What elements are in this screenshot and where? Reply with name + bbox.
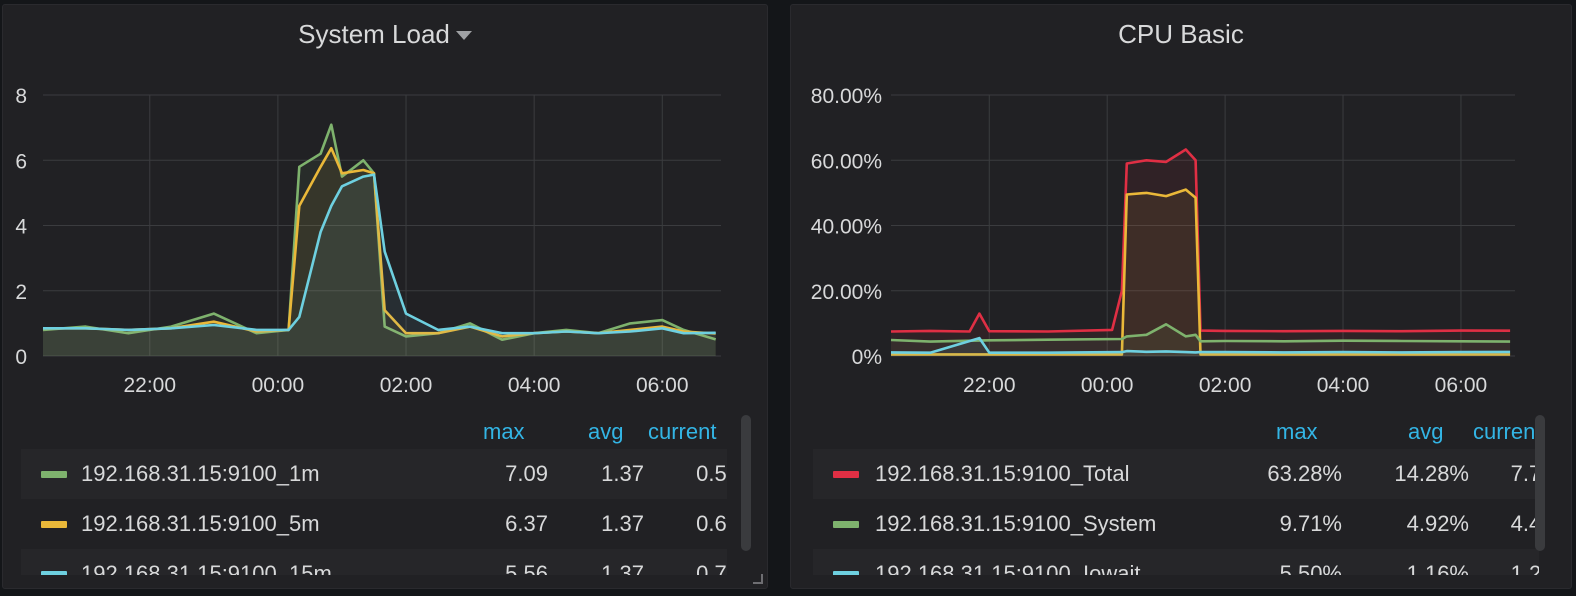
series-line[interactable]	[43, 173, 716, 335]
x-tick-label: 04:00	[1317, 374, 1370, 397]
legend-row[interactable]: 192.168.31.15:9100_System 9.71% 4.92% 4.41%	[813, 499, 1539, 549]
legend-header: max avg current	[813, 413, 1539, 447]
series-color-swatch[interactable]	[833, 471, 859, 478]
series-line[interactable]	[890, 148, 1511, 333]
legend-value-avg: 1.37	[601, 511, 644, 536]
chevron-down-icon[interactable]	[455, 30, 472, 40]
legend-row[interactable]: 192.168.31.15:9100_1m 7.09 1.37 0.51	[21, 449, 727, 499]
x-tick-label: 22:00	[123, 374, 176, 397]
legend-value-current: 1.25%	[1510, 561, 1539, 575]
legend-value-current: 7.77%	[1510, 461, 1539, 486]
y-tick-label: 0%	[852, 346, 882, 369]
series-color-swatch[interactable]	[41, 521, 67, 528]
y-tick-label: 60.00%	[811, 150, 882, 173]
legend-row[interactable]: 192.168.31.15:9100_15m 5.56 1.37 0.71	[21, 549, 727, 575]
series-color-swatch[interactable]	[41, 571, 67, 575]
series-color-swatch[interactable]	[41, 471, 67, 478]
series-area	[891, 324, 1511, 356]
series-area	[43, 174, 716, 356]
panel-title-text[interactable]: CPU Basic	[1118, 19, 1244, 49]
y-tick-label: 8	[15, 85, 27, 108]
x-tick-label: 00:00	[1081, 374, 1134, 397]
legend-header-avg[interactable]: avg	[588, 419, 624, 444]
legend-series-name[interactable]: 192.168.31.15:9100_1m	[81, 461, 320, 486]
legend-value-max: 7.09	[505, 461, 548, 486]
x-tick-label: 02:00	[1199, 374, 1252, 397]
y-tick-label: 20.00%	[811, 281, 882, 304]
cpu-basic-panel: CPU Basic 0% 20.00% 40.00% 60.00% 80.00% 22:0…	[790, 4, 1572, 589]
x-tick-label: 22:00	[963, 374, 1016, 397]
panel-title[interactable]: CPU Basic	[791, 17, 1571, 51]
legend-row[interactable]: 192.168.31.15:9100_Total 63.28% 14.28% 7.77…	[813, 449, 1539, 499]
legend-row[interactable]: 192.168.31.15:9100_Iowait 5.50% 1.16% 1.25%	[813, 549, 1539, 575]
legend-value-avg: 1.37	[601, 561, 644, 575]
x-tick-label: 04:00	[508, 374, 561, 397]
system-load-graph[interactable]: 0 2 4 6 8 22:00 00:00 02:00 04:00 06:00	[3, 5, 767, 405]
legend-series-name[interactable]: 192.168.31.15:9100_15m	[81, 561, 332, 575]
legend-header: max avg current	[21, 413, 727, 447]
y-tick-label: 2	[15, 281, 27, 304]
legend-series-name[interactable]: 192.168.31.15:9100_Total	[875, 461, 1130, 486]
x-tick-label: 06:00	[1435, 374, 1488, 397]
legend-value-max: 5.50%	[1279, 561, 1342, 575]
legend-header-max[interactable]: max	[1276, 419, 1318, 444]
system-load-panel: System Load 0 2 4 6 8 22:00 00:00 02:00 04:00 06:…	[2, 4, 768, 589]
legend-value-avg: 4.92%	[1406, 511, 1469, 536]
series-area	[891, 149, 1511, 356]
legend-scrollbar[interactable]	[1535, 415, 1545, 551]
legend-value-max: 5.56	[505, 561, 548, 575]
y-tick-label: 6	[15, 150, 27, 173]
y-tick-label: 0	[15, 346, 27, 369]
legend-row[interactable]: 192.168.31.15:9100_5m 6.37 1.37 0.69	[21, 499, 727, 549]
legend-value-current: 0.69	[696, 511, 727, 536]
legend-header-avg[interactable]: avg	[1408, 419, 1444, 444]
legend-value-current: 4.41%	[1510, 511, 1539, 536]
series-line[interactable]	[890, 336, 1511, 354]
series-area	[43, 124, 716, 356]
legend-series-name[interactable]: 192.168.31.15:9100_Iowait	[875, 561, 1141, 575]
legend-table: max avg current 192.168.31.15:9100_1m 7.0…	[21, 413, 727, 575]
y-tick-label: 40.00%	[811, 216, 882, 239]
legend-value-current: 0.71	[696, 561, 727, 575]
x-tick-label: 06:00	[636, 374, 689, 397]
legend-value-max: 6.37	[505, 511, 548, 536]
legend-header-current[interactable]: current	[1473, 419, 1539, 444]
legend-value-max: 9.71%	[1279, 511, 1342, 536]
panel-title[interactable]: System Load	[3, 17, 767, 51]
series-color-swatch[interactable]	[833, 571, 859, 575]
series-line[interactable]	[891, 188, 1511, 356]
x-tick-label: 02:00	[380, 374, 433, 397]
series-color-swatch[interactable]	[833, 521, 859, 528]
y-tick-label: 4	[15, 216, 27, 239]
x-tick-label: 00:00	[252, 374, 305, 397]
series-line[interactable]	[890, 323, 1511, 343]
y-tick-label: 80.00%	[811, 85, 882, 108]
legend-series-name[interactable]: 192.168.31.15:9100_System	[875, 511, 1157, 536]
legend-scrollbar[interactable]	[741, 415, 751, 551]
legend-value-avg: 1.37	[601, 461, 644, 486]
legend-series-name[interactable]: 192.168.31.15:9100_5m	[81, 511, 320, 536]
legend-value-avg: 1.16%	[1406, 561, 1469, 575]
legend-table: max avg current 192.168.31.15:9100_Total…	[813, 413, 1539, 575]
cpu-basic-graph[interactable]: 0% 20.00% 40.00% 60.00% 80.00% 22:00 00:00 02:0…	[791, 5, 1571, 405]
resize-handle-icon[interactable]	[753, 574, 763, 584]
legend-value-max: 63.28%	[1267, 461, 1342, 486]
legend-header-max[interactable]: max	[483, 419, 525, 444]
panel-title-text[interactable]: System Load	[298, 19, 450, 49]
legend-value-current: 0.51	[696, 461, 727, 486]
legend-header-current[interactable]: current	[648, 419, 717, 444]
legend-value-avg: 14.28%	[1394, 461, 1469, 486]
